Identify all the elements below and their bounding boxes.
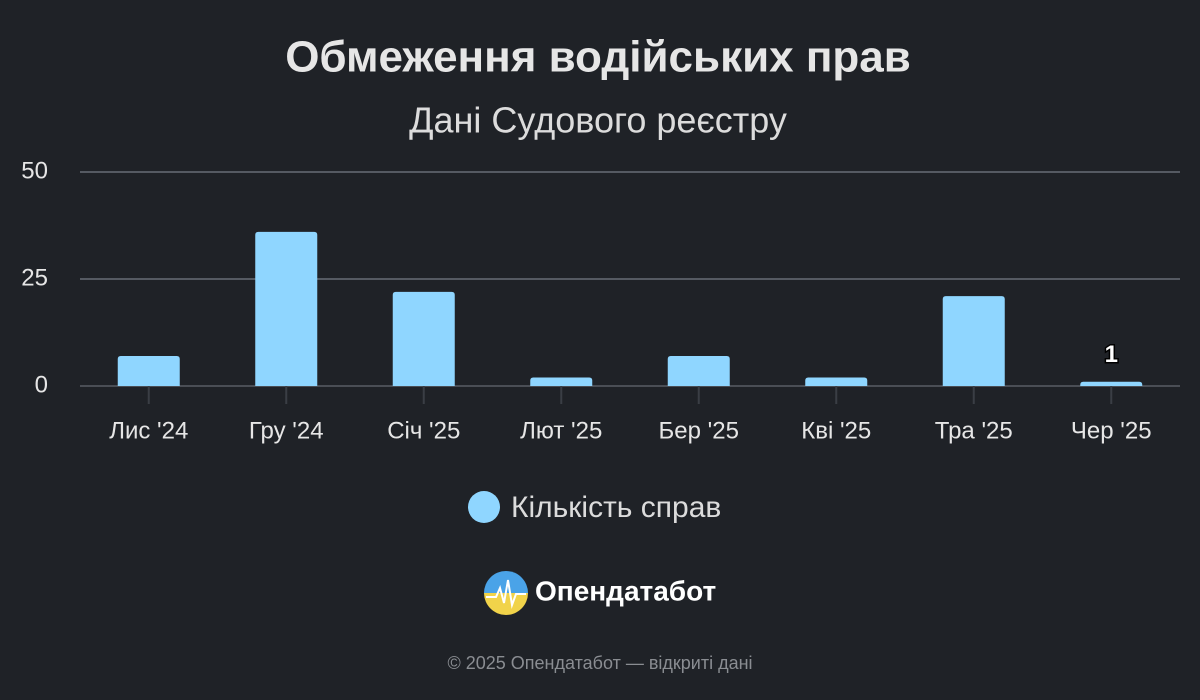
chart-title: Обмеження водійських прав (285, 33, 911, 82)
bar (1080, 381, 1143, 386)
y-tick-label: 0 (35, 371, 48, 398)
bar (667, 356, 730, 386)
x-tick-label: Кві '25 (801, 417, 871, 444)
y-tick-label: 25 (21, 264, 48, 291)
bar (392, 291, 455, 386)
brand-name: Опендатабот (535, 575, 716, 606)
data-label: 1 (1105, 341, 1118, 368)
x-tick-label: Бер '25 (659, 417, 739, 444)
bar (805, 377, 868, 386)
x-tick-label: Лют '25 (520, 417, 602, 444)
bar (117, 356, 180, 386)
chart-subtitle: Дані Судового реєстру (409, 100, 787, 141)
x-tick-label: Тра '25 (935, 417, 1013, 444)
bar (255, 231, 318, 386)
y-tick-label: 50 (21, 157, 48, 184)
bar (530, 377, 593, 386)
x-tick-label: Гру '24 (249, 417, 324, 444)
x-tick-label: Чер '25 (1071, 417, 1152, 444)
footer: © 2025 Опендатабот — відкриті дані (447, 653, 752, 673)
logo: Опендатабот (484, 571, 716, 615)
logo-pulse (486, 579, 526, 609)
legend-label: Кількість справ (511, 491, 721, 524)
bar (942, 296, 1005, 386)
legend-marker (468, 491, 500, 523)
x-tick-label: Лис '24 (109, 417, 188, 444)
x-tick-label: Січ '25 (387, 417, 460, 444)
